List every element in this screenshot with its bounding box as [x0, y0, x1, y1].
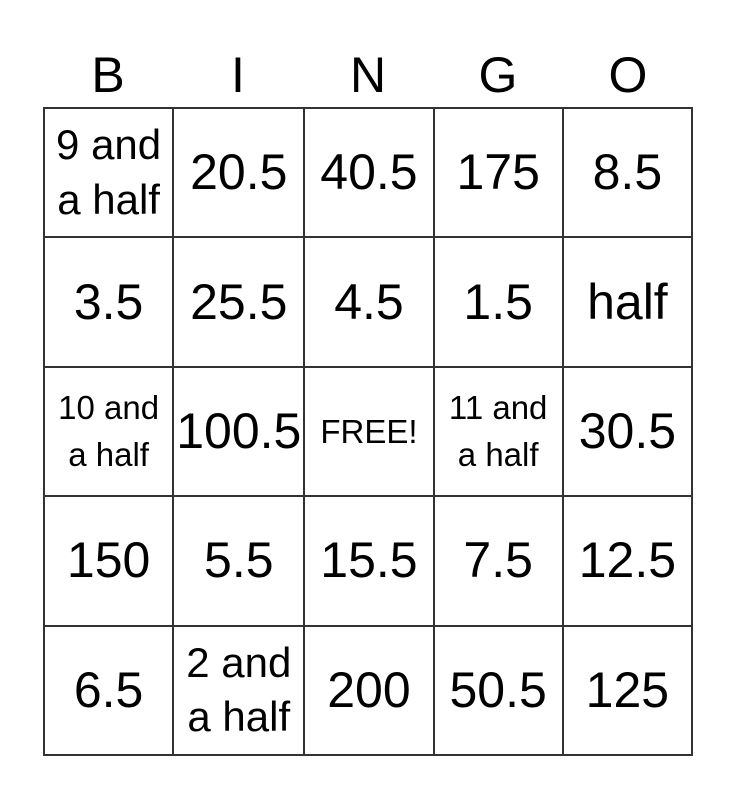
bingo-cell: 8.5 — [562, 108, 692, 238]
bingo-cell: 9 and a half — [44, 108, 174, 238]
bingo-cell: 2 and a half — [173, 625, 305, 755]
bingo-cell: 200 — [304, 625, 434, 755]
bingo-cell: 150 — [44, 496, 174, 626]
bingo-cell: 125 — [562, 625, 692, 755]
bingo-cell: 7.5 — [433, 496, 563, 626]
bingo-cell: 20.5 — [173, 108, 305, 238]
bingo-cell: half — [562, 237, 692, 367]
bingo-cell: 1.5 — [433, 237, 563, 367]
header-letter-g: G — [478, 47, 518, 103]
bingo-cell: 100.5 — [173, 366, 305, 497]
header-letter-o: O — [608, 47, 648, 103]
bingo-cell: 3.5 — [44, 237, 174, 367]
bingo-cell: 50.5 — [433, 625, 563, 755]
bingo-cell: 15.5 — [304, 496, 434, 626]
bingo-cell: 4.5 — [304, 237, 434, 367]
bingo-cell: 12.5 — [562, 496, 692, 626]
bingo-cell: 5.5 — [173, 496, 305, 626]
header-letter-b: B — [91, 47, 125, 103]
header-letter-i: I — [231, 47, 245, 103]
bingo-cell: 40.5 — [304, 108, 434, 238]
bingo-cell: 25.5 — [173, 237, 305, 367]
bingo-cell: FREE! — [304, 366, 434, 497]
header-letter-n: N — [349, 47, 387, 103]
bingo-cell: 175 — [433, 108, 563, 238]
bingo-header: B I N G O — [43, 40, 693, 110]
bingo-cell: 10 and a half — [44, 366, 174, 497]
bingo-grid: 9 and a half 20.5 40.5 175 8.5 3.5 25.5 4.5 1.5 h… — [43, 107, 693, 756]
bingo-cell: 6.5 — [44, 625, 174, 755]
bingo-cell: 30.5 — [562, 366, 692, 497]
bingo-cell: 11 and a half — [433, 366, 563, 497]
